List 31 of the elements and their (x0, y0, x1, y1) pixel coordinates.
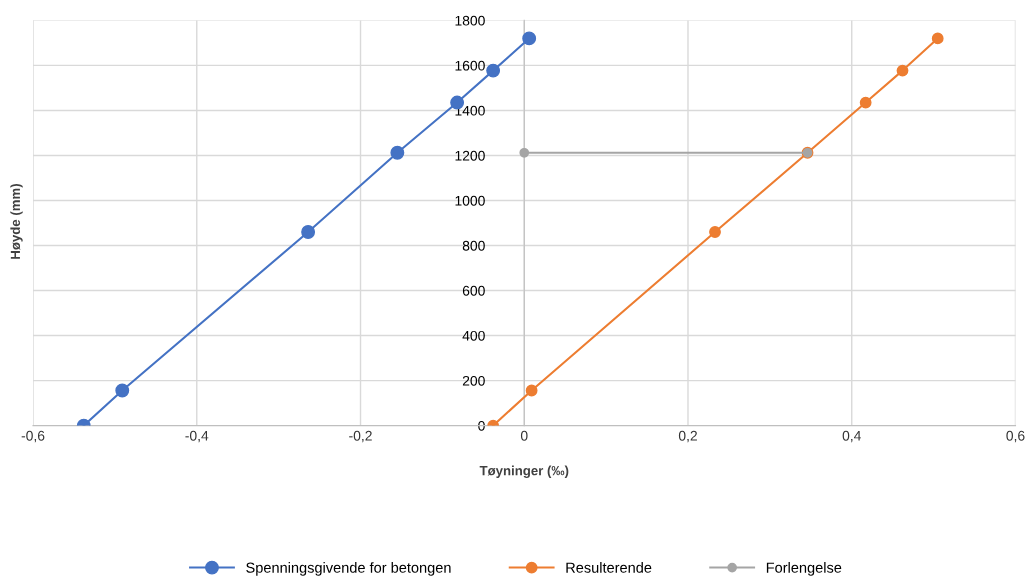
y-tick-label: 1200 (455, 150, 485, 161)
y-tick-label: 200 (462, 375, 485, 386)
point (519, 147, 530, 158)
legend-label: Resulterende (566, 562, 652, 573)
x-tick-label: -0,4 (185, 430, 209, 443)
legend-label: Spenningsgivende for betongen (246, 562, 451, 576)
point (709, 226, 721, 238)
y-axis-title: Høyde (mm) (10, 184, 23, 259)
x-tick-label: 0,6 (1006, 430, 1025, 443)
point (522, 31, 537, 46)
y-tick-label: 800 (462, 240, 485, 251)
point (859, 96, 872, 109)
y-tick-label: 1000 (455, 195, 485, 206)
point (390, 145, 405, 160)
y-tick-label: 400 (462, 330, 485, 341)
point (301, 225, 316, 239)
x-tick-label: 0,4 (842, 430, 861, 443)
legend-label: Forlengelse (766, 562, 842, 576)
y-tick-label: 1800 (455, 15, 485, 26)
point (486, 63, 501, 78)
x-tick-label: -0,6 (21, 430, 45, 443)
y-tick-label: 600 (462, 285, 485, 296)
x-axis-title: Tøyninger (‰) (479, 465, 569, 478)
point (931, 32, 944, 45)
y-tick-label: 1600 (455, 60, 485, 71)
point (525, 384, 538, 397)
x-tick-label: -0,2 (349, 430, 372, 443)
point (896, 64, 909, 77)
point (115, 383, 130, 398)
x-tick-label: 0,2 (678, 430, 697, 443)
x-tick-label: 0 (520, 430, 528, 441)
